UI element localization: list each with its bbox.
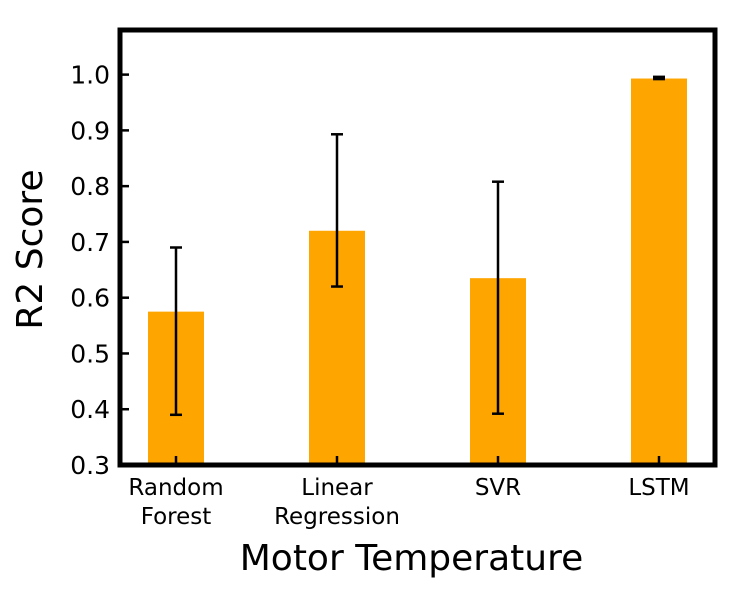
error-bars-group bbox=[170, 75, 665, 417]
y-tick-label: 0.5 bbox=[70, 339, 110, 368]
x-tick-label-line: Random bbox=[128, 475, 223, 501]
x-tick-label-line: Regression bbox=[274, 504, 400, 530]
y-tick-label: 1.0 bbox=[70, 61, 110, 90]
y-axis-ticks: 0.3 0.4 0.5 0.6 0.7 0.8 0.9 1.0 bbox=[70, 61, 129, 480]
y-tick-label: 0.4 bbox=[70, 395, 110, 424]
x-tick-label: Random Forest bbox=[128, 475, 223, 530]
x-tick-label: Linear Regression bbox=[274, 475, 400, 530]
y-tick-label: 0.7 bbox=[70, 228, 110, 257]
bar bbox=[631, 78, 687, 466]
x-tick-label-line: LSTM bbox=[628, 475, 689, 501]
x-tick-label-line: SVR bbox=[475, 475, 521, 501]
bars-group bbox=[148, 78, 687, 466]
y-tick-label: 0.3 bbox=[70, 451, 110, 480]
x-tick-label: LSTM bbox=[628, 475, 689, 501]
y-axis-title: R2 Score bbox=[10, 169, 51, 329]
x-tick-label-line: Forest bbox=[141, 504, 212, 530]
x-axis-title: Motor Temperature bbox=[240, 538, 584, 579]
y-tick-label: 0.8 bbox=[70, 172, 110, 201]
y-tick-label: 0.9 bbox=[70, 116, 110, 145]
x-axis-ticks: Random Forest Linear Regression SVR LSTM bbox=[128, 456, 690, 530]
plot-frame bbox=[117, 27, 718, 468]
y-tick-label: 0.6 bbox=[70, 284, 110, 313]
x-tick-label: SVR bbox=[475, 475, 521, 501]
x-tick-label-line: Linear bbox=[301, 475, 373, 501]
